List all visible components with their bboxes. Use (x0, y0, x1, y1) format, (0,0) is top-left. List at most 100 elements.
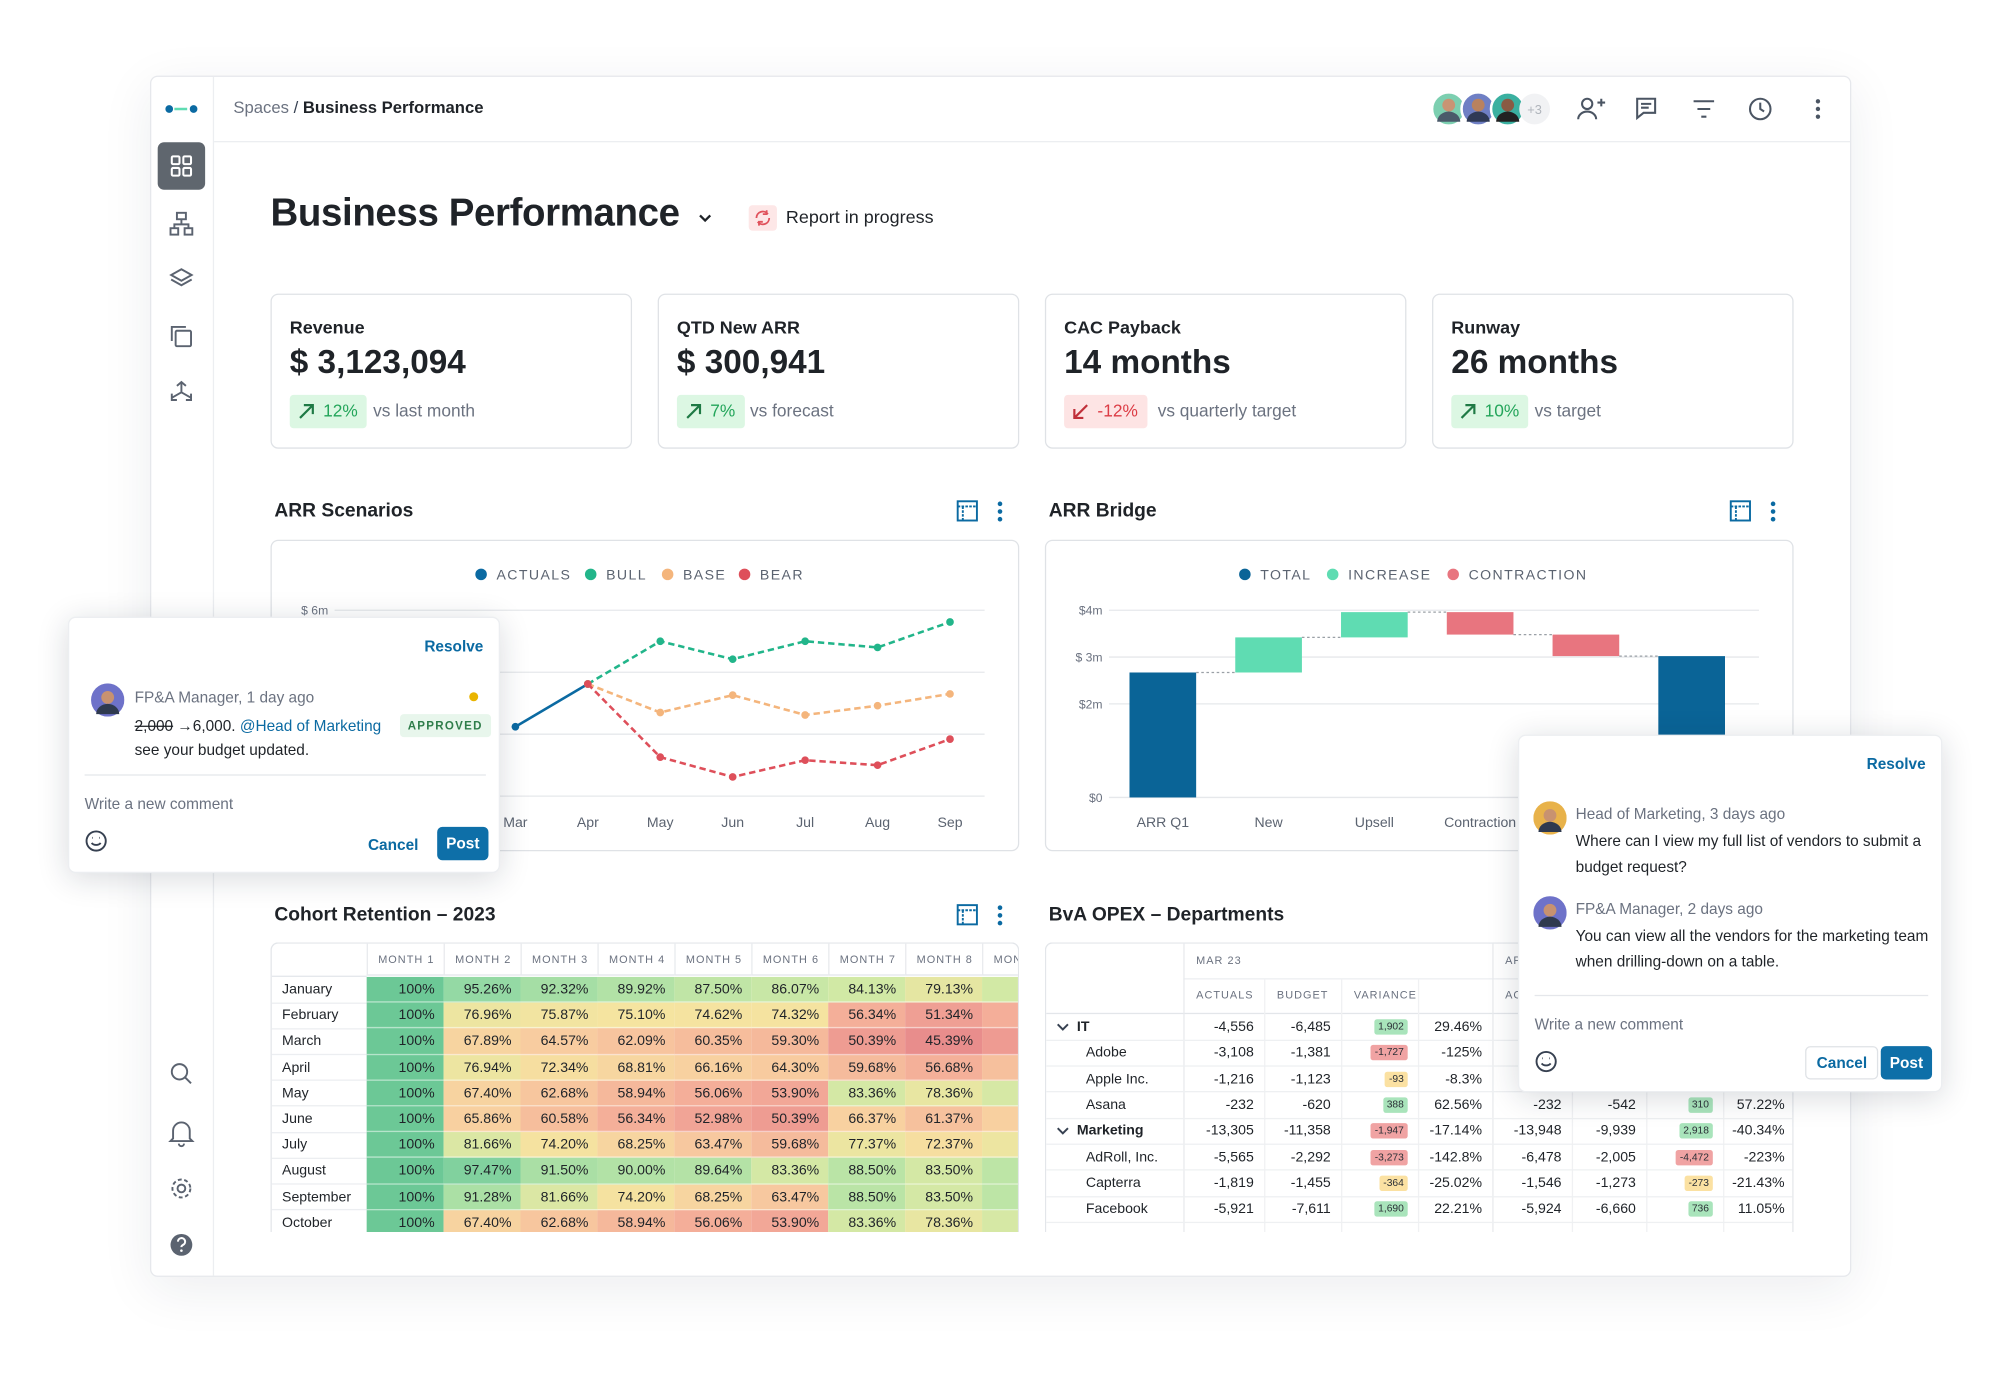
cohort-cell: 53.90% (751, 1209, 829, 1233)
cohort-cell: 64.57% (520, 1028, 598, 1055)
kpi-card: QTD New ARR $ 300,941 7% vs forecast (657, 293, 1020, 449)
series-point (873, 643, 882, 652)
unread-dot (469, 692, 479, 702)
cohort-cell: 75.87% (520, 1002, 598, 1029)
nav-copy[interactable] (170, 325, 192, 348)
mention[interactable]: @Head of Marketing (239, 716, 382, 735)
variance-badge: 388 (1382, 1097, 1408, 1113)
comment-popup: Resolve FP&A Manager, 1 day ago 2,000 →6,0… (67, 616, 500, 874)
cancel-button[interactable]: Cancel (1805, 1046, 1879, 1080)
x-tick-label: Apr (577, 814, 599, 830)
avatar-face (101, 691, 115, 704)
x-tick-label: ARR Q1 (1137, 814, 1190, 830)
row-divider (271, 1079, 367, 1081)
icon-part (956, 904, 978, 926)
avatar[interactable] (1489, 91, 1526, 127)
nav-layers[interactable] (169, 268, 194, 287)
row-label: July (282, 1137, 308, 1153)
series-line (586, 683, 951, 779)
nav-help[interactable] (170, 1233, 193, 1256)
cohort-cell: 83.50% (905, 1184, 983, 1210)
icon-part (997, 905, 1003, 910)
comment-input[interactable]: Write a new comment (84, 794, 234, 813)
cohort-cell: 62.09% (597, 1028, 675, 1055)
cohort-cell: 59.68% (751, 1132, 829, 1159)
series-point (728, 773, 737, 781)
comment-input[interactable]: Write a new comment (1534, 1015, 1684, 1034)
comment-author: FP&A Manager, 2 days ago (1575, 899, 1763, 918)
row-label: February (282, 1007, 339, 1024)
comment-popup: Resolve Head of Marketing, 3 days ago Wher… (1517, 734, 1943, 1093)
cohort-cell: 61. (982, 1054, 1018, 1081)
panel-more-button[interactable] (1770, 501, 1776, 522)
emoji-button[interactable] (85, 829, 108, 852)
bva-cell: -1,381 (1290, 1045, 1331, 1061)
bva-cell: -1,216 (1213, 1071, 1254, 1087)
history-button[interactable] (1748, 97, 1772, 121)
more-button[interactable] (1815, 99, 1821, 119)
cohort-cell: 74.32% (751, 1002, 829, 1029)
old-value: 2,000 (134, 716, 174, 735)
bva-cell: -40.34% (1732, 1123, 1785, 1139)
bva-cell: -542 (1607, 1097, 1636, 1113)
invite-button[interactable] (1577, 97, 1606, 120)
cohort-cell: 65.86% (443, 1106, 521, 1133)
row-label: September (282, 1189, 352, 1205)
title-dropdown[interactable] (699, 214, 712, 223)
table-view-button[interactable] (956, 904, 978, 926)
kpi-badge: -12% (1064, 394, 1147, 429)
nav-integrations[interactable] (170, 380, 192, 401)
breadcrumb-root[interactable]: Spaces (233, 97, 289, 117)
series-point (873, 701, 882, 710)
expand-toggle[interactable] (1056, 1126, 1069, 1136)
cohort-cell: 100% (366, 1106, 444, 1133)
cohort-cell: 56.68% (905, 1054, 983, 1081)
column-rule (1341, 978, 1343, 1233)
row-label: June (282, 1111, 313, 1127)
nav-dashboards[interactable] (157, 142, 206, 190)
panel-more-button[interactable] (997, 501, 1003, 522)
emoji-button[interactable] (1535, 1050, 1558, 1073)
panel-title: ARR Scenarios (274, 499, 414, 522)
icon-part (997, 913, 1003, 918)
bva-cell: 11.05% (1737, 1201, 1785, 1217)
comments-button[interactable] (1636, 97, 1657, 121)
panel-actions (956, 904, 1003, 926)
cancel-button[interactable]: Cancel (367, 835, 419, 854)
cohort-cell: 89.64% (674, 1158, 752, 1185)
row-label: March (282, 1033, 322, 1050)
comment-author: Head of Marketing, 3 days ago (1575, 805, 1786, 824)
bva-cell: -6,485 (1290, 1019, 1331, 1035)
panel-more-button[interactable] (997, 905, 1003, 926)
expand-toggle[interactable] (1056, 1022, 1069, 1032)
y-tick-label: $ 6m (301, 604, 328, 618)
post-button[interactable]: Post (1880, 1046, 1933, 1080)
bva-cell: 62.56% (1434, 1097, 1483, 1113)
table-view-button[interactable] (1729, 500, 1751, 522)
post-button[interactable]: Post (437, 826, 489, 861)
filter-button[interactable] (1693, 100, 1715, 118)
avatar-more-bubble[interactable] (1519, 93, 1550, 125)
column-header: VARIANCE (1353, 988, 1417, 1002)
table-view-button[interactable] (956, 500, 978, 522)
cohort-cell: 68.81% (597, 1054, 675, 1081)
variance-badge: 736 (1687, 1201, 1713, 1217)
nav-settings[interactable] (171, 1178, 192, 1199)
kpi-label: Revenue (289, 316, 365, 338)
kpi-badge: 7% (676, 394, 745, 429)
breadcrumb: Spaces / Business Performance (233, 97, 483, 116)
cohort-cell: 51.34% (905, 1002, 983, 1029)
bar (1446, 612, 1514, 635)
nav-search[interactable] (170, 1063, 192, 1085)
row-divider (271, 1053, 367, 1055)
icon-part (956, 500, 978, 522)
avatar-body (96, 703, 120, 715)
cohort-cell: 72.37% (905, 1132, 983, 1159)
resolve-button[interactable]: Resolve (424, 637, 484, 656)
title-extras (699, 205, 777, 231)
nav-models[interactable] (169, 211, 194, 236)
nav-notifications[interactable] (168, 1121, 195, 1148)
resolve-button[interactable]: Resolve (1866, 755, 1926, 774)
bva-cell: -5,921 (1213, 1201, 1254, 1217)
cohort-cell: 100% (366, 1054, 444, 1081)
